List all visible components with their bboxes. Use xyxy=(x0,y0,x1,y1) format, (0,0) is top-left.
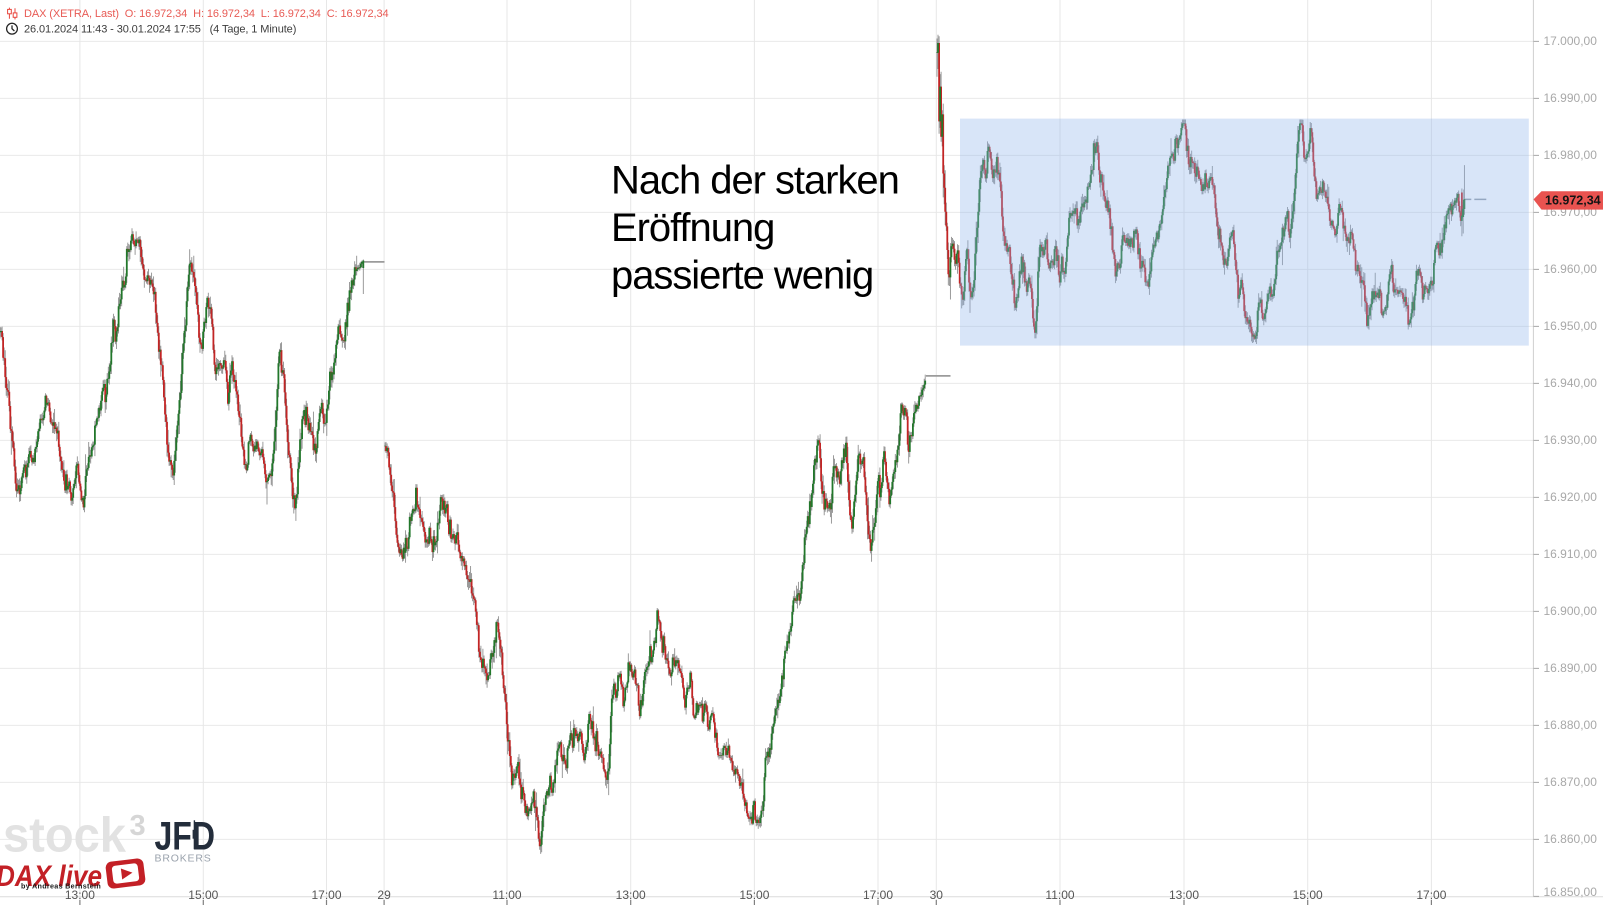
svg-text:16.900,00: 16.900,00 xyxy=(1544,604,1598,618)
svg-text:16.870,00: 16.870,00 xyxy=(1544,775,1598,789)
svg-text:17:00: 17:00 xyxy=(1416,888,1446,902)
svg-text:15:00: 15:00 xyxy=(1293,888,1323,902)
svg-text:17:00: 17:00 xyxy=(311,888,341,902)
svg-text:16.910,00: 16.910,00 xyxy=(1544,547,1598,561)
svg-text:16.972,34: 16.972,34 xyxy=(1545,194,1601,208)
svg-text:17.000,00: 17.000,00 xyxy=(1544,34,1598,48)
svg-text:16.930,00: 16.930,00 xyxy=(1544,433,1598,447)
svg-text:16.990,00: 16.990,00 xyxy=(1544,91,1598,105)
svg-text:13:00: 13:00 xyxy=(65,888,95,902)
svg-text:DAX live: DAX live xyxy=(0,860,102,893)
svg-text:16.950,00: 16.950,00 xyxy=(1544,319,1598,333)
svg-text:JFD: JFD xyxy=(155,815,216,859)
svg-text:26.01.2024 11:43 - 30.01.2024: 26.01.2024 11:43 - 30.01.2024 17:55 (4 T… xyxy=(24,23,296,35)
svg-text:16.960,00: 16.960,00 xyxy=(1544,262,1598,276)
svg-text:13:00: 13:00 xyxy=(1169,888,1199,902)
svg-text:BROKERS: BROKERS xyxy=(155,853,215,865)
svg-text:3: 3 xyxy=(130,810,146,842)
svg-text:29: 29 xyxy=(377,888,391,902)
svg-text:17:00: 17:00 xyxy=(863,888,893,902)
svg-text:16.980,00: 16.980,00 xyxy=(1544,148,1598,162)
svg-text:by Andreas Bernstein: by Andreas Bernstein xyxy=(21,881,101,890)
svg-text:DAX (XETRA, Last) O: 16.972,3: DAX (XETRA, Last) O: 16.972,34 H: 16.972… xyxy=(24,8,388,20)
svg-text:11:00: 11:00 xyxy=(492,888,521,902)
svg-text:16.940,00: 16.940,00 xyxy=(1544,376,1598,390)
svg-text:passierte wenig: passierte wenig xyxy=(611,253,873,297)
svg-text:Nach der starken: Nach der starken xyxy=(611,158,899,202)
svg-text:16.860,00: 16.860,00 xyxy=(1544,832,1598,846)
svg-text:16.890,00: 16.890,00 xyxy=(1544,661,1598,675)
svg-text:30: 30 xyxy=(930,888,944,902)
svg-text:16.880,00: 16.880,00 xyxy=(1544,718,1598,732)
svg-text:15:00: 15:00 xyxy=(739,888,769,902)
svg-text:Eröffnung: Eröffnung xyxy=(611,206,774,250)
svg-text:16.850,00: 16.850,00 xyxy=(1544,885,1598,899)
svg-text:15:00: 15:00 xyxy=(188,888,218,902)
svg-text:11:00: 11:00 xyxy=(1045,888,1074,902)
svg-text:16.920,00: 16.920,00 xyxy=(1544,490,1598,504)
svg-text:13:00: 13:00 xyxy=(616,888,646,902)
svg-text:stock: stock xyxy=(3,809,127,863)
